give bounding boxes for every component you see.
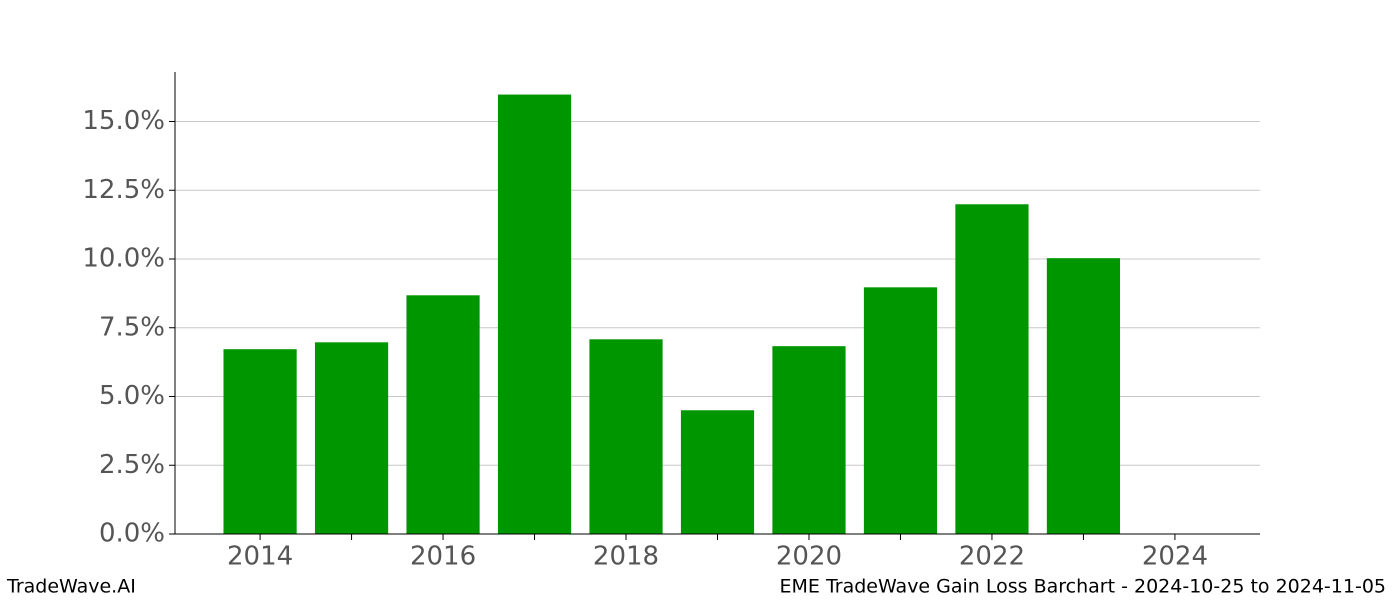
bar xyxy=(955,204,1029,534)
y-tick-label: 7.5% xyxy=(99,312,165,342)
bar xyxy=(772,346,846,534)
x-tick-label: 2016 xyxy=(410,542,476,572)
x-tick-label: 2024 xyxy=(1142,542,1208,572)
bar xyxy=(406,295,480,534)
bar xyxy=(863,287,938,534)
bar xyxy=(680,410,755,534)
bar xyxy=(589,339,663,534)
bar xyxy=(497,94,572,535)
y-tick-label: 5.0% xyxy=(99,381,165,411)
y-tick-label: 10.0% xyxy=(82,244,165,274)
chart-title: EME TradeWave Gain Loss Barchart - 2024-… xyxy=(780,576,1386,598)
bar xyxy=(223,349,297,534)
y-tick-label: 2.5% xyxy=(99,450,165,480)
bar xyxy=(314,342,389,534)
y-tick-label: 0.0% xyxy=(99,519,165,549)
y-tick-label: 12.5% xyxy=(82,175,165,205)
x-tick-label: 2020 xyxy=(776,542,842,572)
x-tick-label: 2018 xyxy=(593,542,659,572)
bar xyxy=(1046,258,1121,534)
x-tick-label: 2014 xyxy=(227,542,293,572)
y-tick-label: 15.0% xyxy=(82,106,165,136)
source-label: TradeWave.AI xyxy=(6,576,136,598)
x-tick-label: 2022 xyxy=(959,542,1025,572)
